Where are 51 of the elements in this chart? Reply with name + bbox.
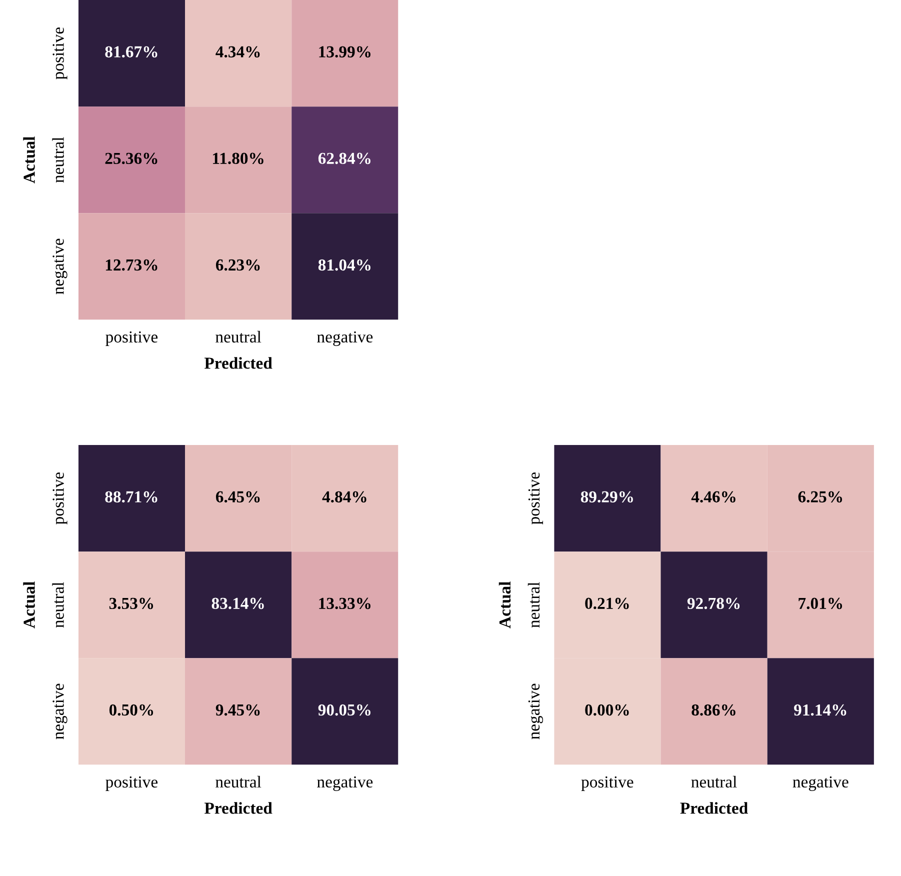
data-label: 7.01% [798,598,842,610]
data-label: 81.04% [318,259,370,271]
x-tick-label: negative [317,776,373,791]
y-tick-label: positive [52,472,68,524]
data-label: 6.25% [798,491,842,503]
y-tick-label: negative [528,684,544,740]
data-label: 25.36% [105,152,158,164]
y-tick-label: neutral [52,137,64,183]
data-label: 8.86% [692,704,736,716]
data-label: 13.99% [319,46,370,58]
data-label: 3.53% [109,598,154,610]
data-label: 0.50% [109,704,154,716]
y-axis-title: Actual [23,582,35,628]
y-tick-label: positive [528,472,544,524]
data-label: 11.80% [213,152,264,164]
data-label: 4.34% [216,46,260,58]
data-label: 4.84% [322,491,366,503]
data-label: 92.78% [687,598,740,610]
data-label: 0.00% [585,704,629,716]
y-tick-label: negative [52,684,68,740]
x-axis-title: Predicted [204,802,272,814]
data-label: 88.71% [105,491,158,503]
data-label: 12.73% [106,259,158,271]
data-label: 83.14% [212,598,264,610]
y-tick-label: neutral [528,582,540,628]
x-tick-label: negative [317,331,373,346]
data-label: 90.05% [318,704,370,716]
y-axis-title: Actual [23,136,35,184]
data-label: 62.84% [318,152,370,164]
data-label: 91.14% [794,704,846,716]
x-tick-label: neutral [216,776,262,788]
data-label: 81.67% [105,46,158,58]
data-label: 6.23% [216,259,260,271]
y-tick-label: neutral [52,582,64,628]
x-tick-label: neutral [216,330,262,343]
data-label: 4.46% [691,491,736,503]
data-label: 89.29% [580,491,633,503]
data-label: 13.33% [319,598,370,610]
x-tick-label: positive [106,331,158,346]
x-tick-label: neutral [691,776,737,788]
x-tick-label: positive [106,776,158,791]
y-tick-label: positive [52,27,68,80]
data-label: 0.21% [585,598,629,610]
y-axis-title: Actual [498,582,511,628]
x-tick-label: positive [581,776,634,791]
x-axis-title: Predicted [680,802,748,814]
x-axis-title: Predicted [204,357,272,369]
y-tick-label: negative [52,238,68,294]
data-label: 9.45% [216,704,260,716]
data-label: 6.45% [216,491,260,503]
x-tick-label: negative [792,776,848,791]
